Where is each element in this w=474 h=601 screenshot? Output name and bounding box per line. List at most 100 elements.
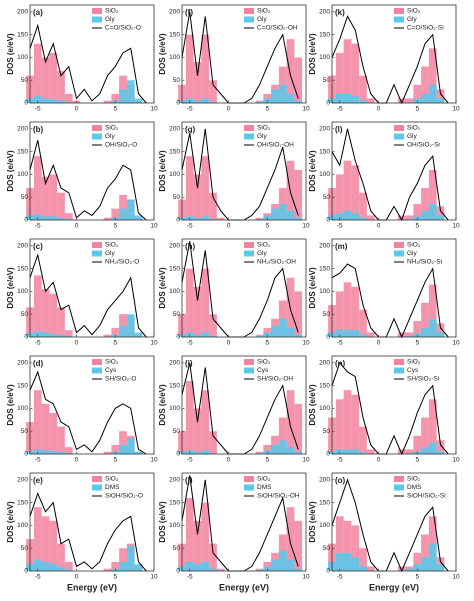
legend-label: NH₂/SiO₂-OH	[257, 259, 296, 266]
dos-bar	[64, 336, 73, 337]
legend-label: OH/SiO₂-Si	[407, 142, 440, 149]
frame	[331, 4, 457, 104]
frame	[29, 121, 155, 221]
dos-bar	[119, 194, 127, 220]
dos-bar	[351, 96, 360, 103]
y-tick-label: 200	[17, 243, 28, 250]
y-tick-label: 100	[17, 405, 28, 412]
legend-swatch	[244, 16, 254, 23]
dos-bar	[41, 450, 50, 454]
legend-swatch	[394, 367, 404, 374]
dos-bar	[41, 57, 50, 103]
y-tick-label: 150	[319, 382, 330, 389]
y-tick-label: 200	[17, 360, 28, 367]
dos-bar	[193, 286, 202, 337]
y-tick-label: 50	[21, 428, 29, 435]
x-tick-label: 5	[113, 457, 117, 464]
legend-swatch	[394, 125, 404, 131]
dos-bar	[111, 561, 120, 571]
dos-bar	[343, 390, 352, 454]
y-tick-label: 150	[319, 31, 330, 38]
legend-swatch	[244, 484, 254, 491]
dos-bar	[103, 217, 112, 220]
dos-bar	[57, 218, 65, 220]
legend-swatch	[394, 250, 404, 257]
legend-swatch	[394, 359, 404, 365]
dos-bar	[41, 332, 50, 337]
legend-label: SiO₂	[257, 359, 271, 366]
panel-label: (h)	[185, 242, 196, 251]
y-tick-label: 200	[169, 243, 180, 250]
x-tick-label: -5	[337, 574, 343, 581]
dos-bar	[41, 516, 50, 571]
x-tick-label: 0	[227, 106, 231, 113]
dos-bar	[209, 543, 217, 571]
dos-bar	[185, 34, 194, 103]
y-axis-label: DOS (e/eV)	[308, 150, 317, 192]
dos-bar	[49, 564, 58, 571]
dos-bar	[294, 57, 303, 103]
x-tick-label: 0	[377, 223, 381, 230]
y-axis-label: DOS (e/eV)	[6, 384, 15, 426]
y-tick-label: 100	[169, 405, 180, 412]
x-tick-label: -5	[35, 223, 41, 230]
dos-bar	[351, 43, 360, 103]
dos-bar	[286, 210, 295, 220]
x-tick-label: 5	[415, 457, 419, 464]
dos-bar	[57, 426, 65, 454]
dos-bar	[343, 552, 352, 571]
y-tick-label: 50	[323, 545, 331, 552]
dos-line	[331, 15, 449, 105]
legend-label: Cys	[257, 367, 269, 374]
x-tick-label: 5	[415, 223, 419, 230]
dos-bar	[335, 399, 344, 454]
y-tick-label: 0	[326, 334, 330, 341]
dos-bar	[413, 84, 422, 103]
x-tick-label: 5	[265, 457, 269, 464]
y-tick-label: 200	[319, 477, 330, 484]
dos-bar	[278, 204, 287, 220]
dos-bar	[41, 176, 50, 220]
dos-bar	[359, 426, 367, 454]
dos-bar	[278, 318, 287, 337]
legend-label: SiO₂	[105, 8, 119, 15]
dos-bar	[193, 334, 202, 337]
legend-swatch	[92, 367, 102, 374]
x-tick-label: 5	[415, 574, 419, 581]
dos-bar	[216, 217, 225, 220]
y-tick-label: 100	[17, 288, 28, 295]
dos-bar	[111, 208, 120, 220]
frame	[331, 238, 457, 338]
panel-label: (l)	[335, 125, 343, 134]
dos-bar	[126, 314, 135, 337]
y-axis-label: DOS (e/eV)	[308, 384, 317, 426]
dos-bar	[405, 336, 414, 337]
y-axis-label: DOS (e/eV)	[6, 33, 15, 75]
dos-bar	[126, 199, 135, 220]
dos-bar	[413, 564, 422, 571]
y-tick-label: 0	[24, 334, 28, 341]
dos-bar	[41, 403, 50, 454]
dos-bar	[185, 268, 194, 337]
y-tick-label: 50	[21, 194, 29, 201]
x-tick-label: -5	[337, 340, 343, 347]
dos-bar	[294, 217, 303, 220]
dos-line	[29, 492, 147, 572]
x-tick-label: -5	[187, 106, 193, 113]
x-tick-label: 0	[377, 106, 381, 113]
legend-swatch	[92, 16, 102, 23]
dos-bar	[57, 192, 65, 220]
y-tick-label: 100	[169, 54, 180, 61]
dos-bar	[405, 332, 414, 337]
dos-bar	[359, 75, 367, 103]
dos-bar	[335, 552, 344, 571]
dos-bar	[428, 543, 437, 571]
panel-label: (f)	[185, 8, 193, 17]
dos-bar	[33, 507, 42, 571]
panel-label: (n)	[335, 359, 346, 368]
y-tick-label: 0	[176, 334, 180, 341]
dos-bar	[436, 215, 445, 220]
panel-label: (o)	[335, 476, 346, 485]
dos-bar	[294, 334, 303, 337]
dos-bar	[359, 452, 367, 454]
